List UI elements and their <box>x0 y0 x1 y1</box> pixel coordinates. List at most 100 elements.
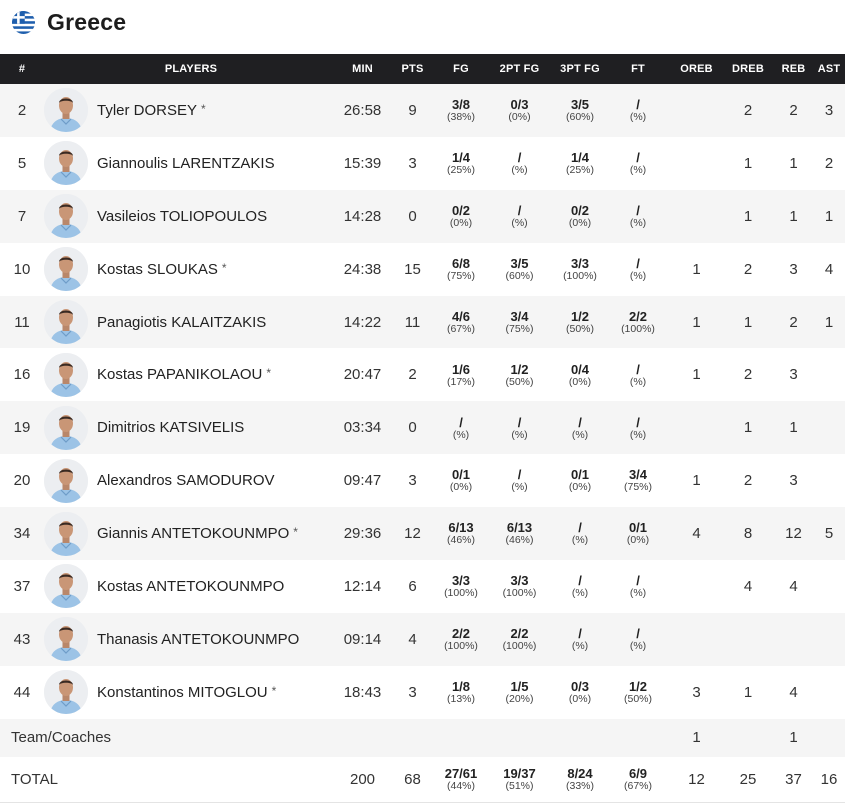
player-2pt-pct: (0%) <box>508 111 531 124</box>
player-name-link[interactable]: Giannoulis LARENTZAKIS <box>97 155 279 172</box>
col-header-fg[interactable]: FG <box>453 63 469 75</box>
player-name-link[interactable]: Panagiotis KALAITZAKIS <box>97 314 270 331</box>
player-name-link[interactable]: Tyler DORSEY * <box>97 102 206 119</box>
player-name-link[interactable]: Thanasis ANTETOKOUNMPO <box>97 631 303 648</box>
player-row[interactable]: 43 Thanasis ANTETOKOUNMPO 09:14 4 2/2 (100%) 2… <box>0 612 845 666</box>
player-fg-made: 0/1 <box>451 467 471 483</box>
player-ft-cell: / (%) <box>605 137 671 190</box>
player-name-link[interactable]: Kostas SLOUKAS * <box>97 261 227 278</box>
player-avatar[interactable] <box>44 564 88 609</box>
player-row[interactable]: 5 Giannoulis LARENTZAKIS 15:39 3 1/4 (25%) / (%… <box>0 136 845 190</box>
col-header-3pt-fg[interactable]: 3PT FG <box>560 63 600 75</box>
player-3pt-cell: 3/5 (60%) <box>555 84 605 137</box>
player-ast <box>813 666 845 719</box>
player-row[interactable]: 7 Vasileios TOLIOPOULOS 14:28 0 0/2 (0%) / (%) 0… <box>0 189 845 243</box>
player-avatar[interactable] <box>44 194 88 239</box>
player-ft-made: / <box>636 255 640 271</box>
col-header-players[interactable]: PLAYERS <box>164 63 218 75</box>
player-3pt-pct: (60%) <box>565 111 594 124</box>
player-avatar[interactable] <box>44 405 88 450</box>
player-fg-cell: 6/13 (46%) <box>438 507 484 560</box>
col-header-ast[interactable]: AST <box>817 63 841 75</box>
player-name[interactable]: Giannoulis LARENTZAKIS <box>97 154 275 172</box>
player-avatar[interactable] <box>44 511 88 556</box>
player-cell[interactable]: Alexandros SAMODUROV <box>44 454 338 507</box>
player-cell[interactable]: Giannis ANTETOKOUNMPO * <box>44 507 338 560</box>
player-avatar[interactable] <box>44 670 88 715</box>
player-oreb: 1 <box>692 366 701 384</box>
player-avatar[interactable] <box>44 247 88 292</box>
player-3pt-cell: 0/2 (0%) <box>555 190 605 243</box>
player-name-link[interactable]: Alexandros SAMODUROV <box>97 472 279 489</box>
player-row[interactable]: 20 Alexandros SAMODUROV 09:47 3 0/1 (0%) / (%) 0… <box>0 454 845 508</box>
col-header-ft[interactable]: FT <box>631 63 645 75</box>
player-name[interactable]: Dimitrios KATSIVELIS <box>97 419 245 437</box>
player-reb: 3 <box>789 472 798 490</box>
player-avatar[interactable] <box>44 617 88 662</box>
player-name-link[interactable]: Kostas PAPANIKOLAOU * <box>97 366 271 383</box>
totals-3pt-pct: (33%) <box>565 780 594 793</box>
col-header-min[interactable]: MIN <box>352 63 373 75</box>
player-number: 16 <box>13 366 31 384</box>
team-coaches-reb: 1 <box>789 729 798 747</box>
player-2pt-made: 3/5 <box>510 255 529 271</box>
player-row[interactable]: 37 Kostas ANTETOKOUNMPO 12:14 6 3/3 (100%) 3/3… <box>0 560 845 613</box>
col-header-dreb[interactable]: DREB <box>732 63 764 75</box>
player-row[interactable]: 19 Dimitrios KATSIVELIS 03:34 0/(%) / (%) / (%)… <box>0 401 845 455</box>
player-oreb <box>671 137 722 190</box>
player-name[interactable]: Alexandros SAMODUROV <box>97 472 275 490</box>
player-name-link[interactable]: Konstantinos MITOGLOU * <box>97 684 276 701</box>
totals-ft: 6/9 (67%) <box>605 757 671 803</box>
player-cell[interactable]: Dimitrios KATSIVELIS <box>44 401 338 454</box>
player-avatar[interactable] <box>44 300 88 344</box>
player-row[interactable]: 34 Giannis ANTETOKOUNMPO * 29:36 12 6/13 (46%)… <box>0 507 845 561</box>
player-fg-pct: (13%) <box>446 692 475 705</box>
player-row[interactable]: 10 Kostas SLOUKAS * 24:38 15 6/8 (75%) 3/5 (60%)… <box>0 242 845 296</box>
player-2pt-cell: 6/13 (46%) <box>484 507 555 560</box>
player-name[interactable]: Kostas PAPANIKOLAOU <box>97 366 263 384</box>
player-row[interactable]: 11 Panagiotis KALAITZAKIS 14:22 11 4/6 (67%) 3… <box>0 295 845 349</box>
player-cell[interactable]: Vasileios TOLIOPOULOS <box>44 190 338 243</box>
player-avatar[interactable] <box>44 141 88 186</box>
player-ft-pct: (50%) <box>623 692 652 705</box>
player-name-link[interactable]: Vasileios TOLIOPOULOS <box>97 208 271 225</box>
player-row[interactable]: 16 Kostas PAPANIKOLAOU * 20:47 2 1/6 (17%) 1/2(… <box>0 348 845 402</box>
player-name-link[interactable]: Giannis ANTETOKOUNMPO * <box>97 525 298 542</box>
totals-ast: 16 <box>820 770 838 788</box>
col-header-oreb[interactable]: OREB <box>680 63 713 75</box>
player-reb: 1 <box>789 154 798 172</box>
col-header-2pt-fg[interactable]: 2PT FG <box>499 63 540 75</box>
player-name[interactable]: Giannis ANTETOKOUNMPO <box>97 525 290 543</box>
player-cell[interactable]: Kostas ANTETOKOUNMPO <box>44 560 338 613</box>
player-dreb: 1 <box>743 683 753 701</box>
player-name[interactable]: Kostas SLOUKAS <box>97 260 218 278</box>
player-cell[interactable]: Kostas SLOUKAS * <box>44 243 338 296</box>
player-3pt-cell: 1/2 (50%) <box>555 296 605 349</box>
player-name[interactable]: Tyler DORSEY <box>97 101 198 119</box>
player-row[interactable]: 2 Tyler DORSEY * 26:58 9 3/8 (38%) 0/3 (0%) 3/5 (6… <box>0 84 845 137</box>
player-name[interactable]: Thanasis ANTETOKOUNMPO <box>97 630 300 648</box>
player-name[interactable]: Kostas ANTETOKOUNMPO <box>97 577 285 595</box>
col-header-number[interactable]: # <box>18 63 26 75</box>
player-name-link[interactable]: Dimitrios KATSIVELIS <box>97 419 248 436</box>
player-3pt-pct: (%) <box>571 587 589 600</box>
player-cell[interactable]: Thanasis ANTETOKOUNMPO <box>44 613 338 666</box>
col-header-pts[interactable]: PTS <box>401 63 424 75</box>
player-3pt-pct: (50%) <box>565 322 594 335</box>
player-name[interactable]: Panagiotis KALAITZAKIS <box>97 313 267 331</box>
player-cell[interactable]: Kostas PAPANIKOLAOU * <box>44 348 338 401</box>
player-oreb <box>671 84 722 137</box>
player-name-link[interactable]: Kostas ANTETOKOUNMPO <box>97 578 288 595</box>
player-cell[interactable]: Tyler DORSEY * <box>44 84 338 137</box>
player-avatar[interactable] <box>44 458 88 503</box>
player-avatar[interactable] <box>44 352 88 397</box>
player-name[interactable]: Vasileios TOLIOPOULOS <box>97 207 268 225</box>
player-avatar[interactable] <box>44 88 88 133</box>
player-cell[interactable]: Konstantinos MITOGLOU * <box>44 666 338 719</box>
col-header-reb[interactable]: REB <box>781 63 806 75</box>
player-cell[interactable]: Panagiotis KALAITZAKIS <box>44 296 338 349</box>
player-name[interactable]: Konstantinos MITOGLOU <box>97 683 268 701</box>
player-row[interactable]: 44 Konstantinos MITOGLOU * 18:43 3 1/8 (13%) 1/… <box>0 665 845 719</box>
player-cell[interactable]: Giannoulis LARENTZAKIS <box>44 137 338 190</box>
player-3pt-made: 3/3 <box>570 255 590 271</box>
